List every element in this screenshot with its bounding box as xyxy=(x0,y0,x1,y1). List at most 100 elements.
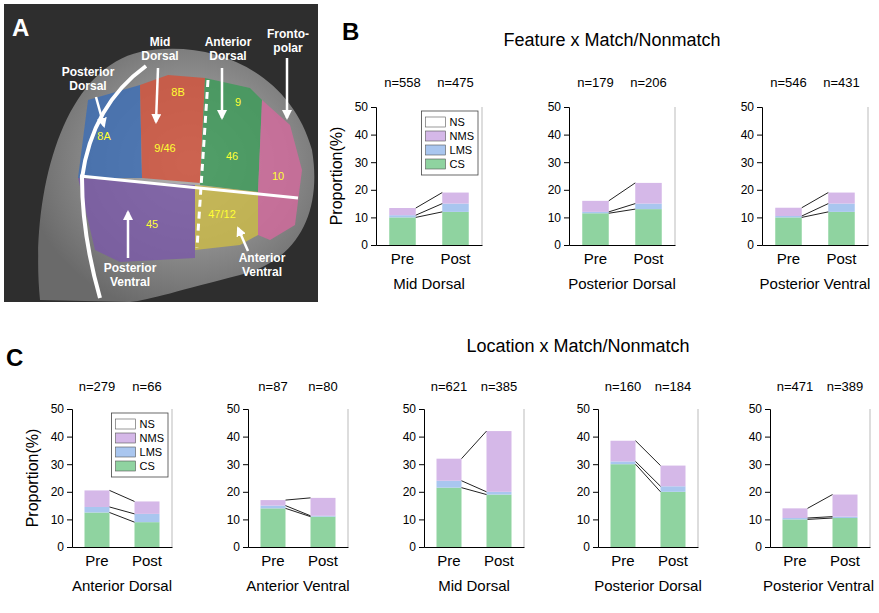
tick-label: Pre xyxy=(584,250,607,267)
arrow xyxy=(221,68,224,118)
tick-mark xyxy=(564,245,569,246)
y-tick: 20 xyxy=(355,183,376,197)
y-axis: 01020304050 xyxy=(403,402,425,554)
connector xyxy=(609,209,636,213)
x-tick: Pre xyxy=(261,552,284,569)
divider-line xyxy=(197,80,208,248)
brain-region xyxy=(200,78,262,192)
tick-label: 40 xyxy=(355,128,369,142)
y-tick: 30 xyxy=(403,458,424,472)
legend-label: NS xyxy=(450,116,465,128)
tick-label: 30 xyxy=(227,458,241,472)
tick-label: 50 xyxy=(403,402,417,416)
bar-segment xyxy=(635,204,662,210)
tick-label: 30 xyxy=(51,458,65,472)
tick-mark xyxy=(67,437,72,438)
connector xyxy=(286,508,311,516)
bar-segment xyxy=(828,204,855,212)
tick-label: 10 xyxy=(51,513,65,527)
x-tick: Pre xyxy=(584,250,607,267)
y-axis: 01020304050 xyxy=(577,402,599,554)
bar-segment xyxy=(611,441,636,462)
y-tick: 30 xyxy=(227,458,248,472)
tick-mark xyxy=(757,107,762,108)
tick-mark xyxy=(371,217,376,218)
bar-segment xyxy=(582,201,609,212)
y-axis-title: Proportion(%) xyxy=(328,127,345,226)
x-axis-title: Mid Dorsal xyxy=(438,577,510,594)
bar-segment xyxy=(661,486,686,492)
x-axis-title: Posterior Ventral xyxy=(760,275,871,292)
connector xyxy=(808,495,833,509)
tick-label: 50 xyxy=(355,100,369,114)
tick-label: 30 xyxy=(403,458,417,472)
tick-label: 0 xyxy=(361,238,368,252)
tick-label: 20 xyxy=(355,183,369,197)
tick-mark xyxy=(765,492,770,493)
connector xyxy=(609,183,636,201)
x-tick: Post xyxy=(440,250,471,267)
tick-label: Pre xyxy=(85,552,108,569)
tick-mark xyxy=(243,519,248,520)
legend-swatch xyxy=(116,447,136,457)
x-axis-title: Posterior Ventral xyxy=(763,577,874,594)
tick-mark xyxy=(419,492,424,493)
bar-segment xyxy=(135,501,160,513)
tick-label: Pre xyxy=(777,250,800,267)
chart: 01020304050PrePostn=621n=385Mid Dorsal xyxy=(403,379,525,594)
bar-segment xyxy=(261,508,286,547)
bar-segment xyxy=(487,431,512,492)
annotation: n=66 xyxy=(132,379,161,394)
tick-mark xyxy=(765,464,770,465)
tick-label: 40 xyxy=(741,128,755,142)
tick-label: 50 xyxy=(51,402,65,416)
connector xyxy=(286,498,311,500)
tick-label: Pre xyxy=(391,250,414,267)
tick-label: 40 xyxy=(548,128,562,142)
tick-mark xyxy=(564,107,569,108)
tick-label: 30 xyxy=(548,156,562,170)
legend-swatch xyxy=(116,433,136,443)
tick-mark xyxy=(67,547,72,548)
tick-label: 20 xyxy=(403,485,417,499)
y-tick: 30 xyxy=(577,458,598,472)
tick-label: Pre xyxy=(437,552,460,569)
axis-line xyxy=(757,108,763,246)
bar-segment xyxy=(85,507,110,513)
x-axis-title: Posterior Dorsal xyxy=(594,577,702,594)
connector xyxy=(609,204,636,212)
tick-label: 30 xyxy=(749,458,763,472)
tick-label: 50 xyxy=(577,402,591,416)
y-axis: 01020304050 xyxy=(548,100,570,252)
x-axis: PrePost xyxy=(599,548,699,569)
annotation: n=179 xyxy=(577,75,614,90)
bar-segment xyxy=(775,216,802,217)
bar-segment xyxy=(783,518,808,519)
bar-segment xyxy=(611,461,636,464)
axis-line xyxy=(763,245,869,246)
legend-swatch xyxy=(426,117,446,127)
bar-segment xyxy=(635,209,662,245)
tick-mark xyxy=(564,190,569,191)
tick-label: Post xyxy=(132,552,163,569)
y-tick: 20 xyxy=(741,183,762,197)
chart: 01020304050PrePostn=546n=431Posterior Ve… xyxy=(741,75,871,292)
area-label: PosteriorDorsal xyxy=(62,65,115,93)
principal-sulcus xyxy=(80,176,298,198)
y-tick: 10 xyxy=(577,513,598,527)
legend-label: CS xyxy=(450,158,465,170)
plot-area xyxy=(389,193,469,245)
tick-mark xyxy=(757,217,762,218)
y-tick: 40 xyxy=(355,128,376,142)
bar-segment xyxy=(775,208,802,216)
brain-region xyxy=(195,185,258,250)
y-tick: 30 xyxy=(749,458,770,472)
bar-segment xyxy=(85,490,110,507)
axis-line xyxy=(564,108,570,246)
arrow xyxy=(156,68,158,122)
tick-mark xyxy=(564,162,569,163)
chart: 01020304050PrePostn=179n=206Posterior Do… xyxy=(548,75,676,292)
bar-segment xyxy=(85,513,110,548)
tick-label: 50 xyxy=(227,402,241,416)
brain-surface xyxy=(38,49,314,302)
